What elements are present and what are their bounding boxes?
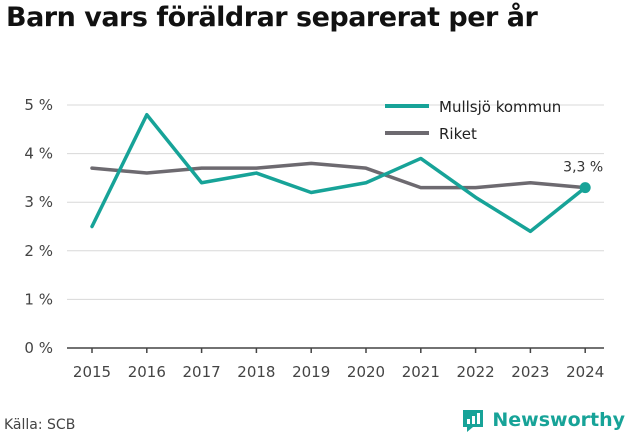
chart-title: Barn vars föräldrar separerat per år — [6, 2, 538, 33]
newsworthy-icon — [463, 410, 484, 432]
y-tick-label: 1 % — [24, 290, 53, 308]
x-tick-label: 2022 — [457, 363, 495, 381]
x-tick-label: 2023 — [511, 363, 549, 381]
x-tick-label: 2021 — [402, 363, 440, 381]
x-tick-label: 2017 — [183, 363, 221, 381]
y-tick-label: 3 % — [24, 193, 53, 211]
x-tick-label: 2019 — [292, 363, 330, 381]
x-tick-label: 2024 — [566, 363, 604, 381]
source-note: Källa: SCB — [4, 417, 76, 433]
y-tick-label: 0 % — [24, 339, 53, 357]
y-tick-label: 2 % — [24, 242, 53, 260]
x-tick-label: 2018 — [237, 363, 275, 381]
newsworthy-logo: Newsworthy — [460, 407, 625, 433]
brand-name: Newsworthy — [492, 409, 625, 431]
x-tick-label: 2020 — [347, 363, 385, 381]
x-tick-label: 2016 — [128, 363, 166, 381]
x-tick-label: 2015 — [73, 363, 111, 381]
end-value-label: 3,3 % — [563, 160, 603, 176]
legend-label: Mullsjö kommun — [439, 98, 561, 116]
series-line-mullsjo — [90, 112, 587, 234]
end-point-marker — [579, 182, 591, 194]
series-line-riket — [90, 161, 587, 190]
y-tick-label: 4 % — [24, 145, 53, 163]
legend-label: Riket — [439, 125, 477, 143]
y-tick-label: 5 % — [24, 96, 53, 114]
